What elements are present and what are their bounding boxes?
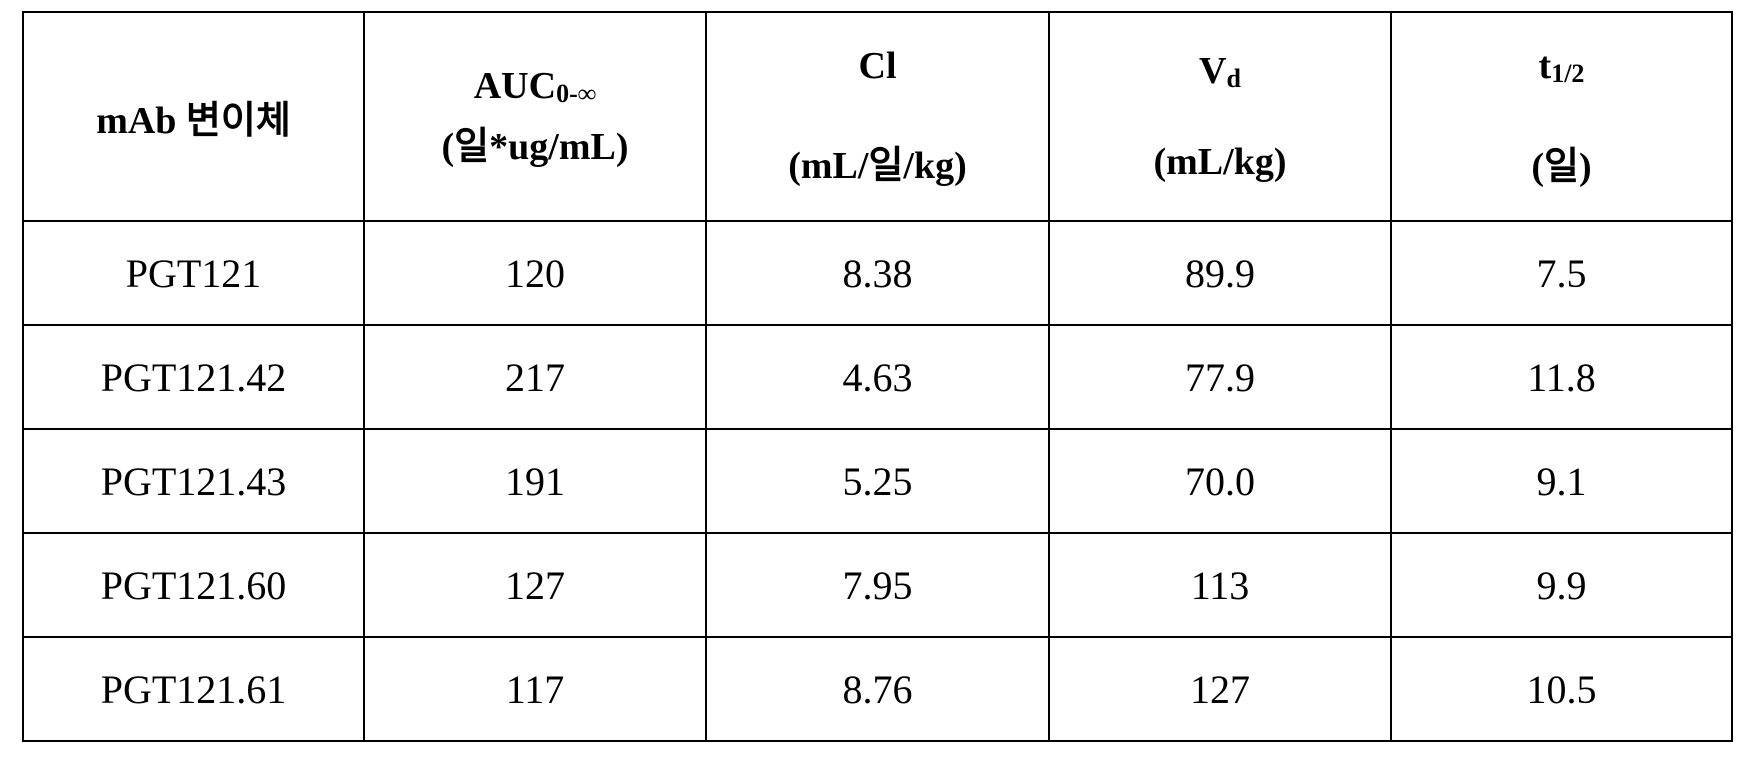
header-symbol: t — [1539, 45, 1552, 87]
value-cell: 9.1 — [1391, 429, 1732, 533]
variant-name: PGT121.60 — [23, 533, 364, 637]
table-row: PGT121.422174.6377.911.8 — [23, 325, 1732, 429]
header-unit: (mL/일/kg) — [707, 134, 1048, 189]
value-cell: 217 — [364, 325, 706, 429]
value-cell: 9.9 — [1391, 533, 1732, 637]
column-header: Vd (mL/kg) — [1049, 12, 1391, 221]
header-unit: (일) — [1392, 135, 1731, 190]
value-cell: 127 — [364, 533, 706, 637]
header-subscript: 1/2 — [1551, 59, 1584, 88]
table-row: PGT121.431915.2570.09.1 — [23, 429, 1732, 533]
value-cell: 7.5 — [1391, 221, 1732, 325]
variant-name: PGT121.43 — [23, 429, 364, 533]
column-header: Cl (mL/일/kg) — [706, 12, 1049, 221]
table-row: PGT121.601277.951139.9 — [23, 533, 1732, 637]
header-symbol: mAb 변이체 — [96, 100, 291, 142]
value-cell: 70.0 — [1049, 429, 1391, 533]
value-cell: 117 — [364, 637, 706, 741]
value-cell: 127 — [1049, 637, 1391, 741]
column-header: mAb 변이체 — [23, 12, 364, 221]
value-cell: 5.25 — [706, 429, 1049, 533]
value-cell: 77.9 — [1049, 325, 1391, 429]
header-unit: (mL/kg) — [1050, 140, 1390, 184]
header-main: Cl — [859, 45, 897, 87]
header-subscript: d — [1226, 64, 1240, 93]
variant-name: PGT121 — [23, 221, 364, 325]
header-subscript: 0-∞ — [556, 79, 596, 108]
header-symbol: V — [1199, 50, 1226, 92]
variant-name: PGT121.42 — [23, 325, 364, 429]
pk-table: mAb 변이체 AUC0-∞ (일*ug/mL) Cl (mL/일/kg) Vd (mL/k… — [22, 11, 1733, 742]
header-main: Vd — [1199, 50, 1241, 92]
table-body: PGT1211208.3889.97.5PGT121.422174.6377.9… — [23, 221, 1732, 741]
column-header: t1/2 (일) — [1391, 12, 1732, 221]
column-header: AUC0-∞ (일*ug/mL) — [364, 12, 706, 221]
value-cell: 89.9 — [1049, 221, 1391, 325]
header-symbol: Cl — [859, 45, 897, 87]
value-cell: 191 — [364, 429, 706, 533]
table-row: PGT1211208.3889.97.5 — [23, 221, 1732, 325]
value-cell: 7.95 — [706, 533, 1049, 637]
value-cell: 11.8 — [1391, 325, 1732, 429]
value-cell: 8.76 — [706, 637, 1049, 741]
value-cell: 10.5 — [1391, 637, 1732, 741]
variant-name: PGT121.61 — [23, 637, 364, 741]
value-cell: 113 — [1049, 533, 1391, 637]
header-symbol: AUC — [474, 65, 556, 107]
header-row: mAb 변이체 AUC0-∞ (일*ug/mL) Cl (mL/일/kg) Vd (mL/k… — [23, 12, 1732, 221]
value-cell: 8.38 — [706, 221, 1049, 325]
value-cell: 120 — [364, 221, 706, 325]
header-main: t1/2 — [1539, 45, 1585, 87]
header-main: mAb 변이체 — [96, 100, 291, 142]
header-main: AUC0-∞ — [474, 65, 597, 107]
value-cell: 4.63 — [706, 325, 1049, 429]
table-row: PGT121.611178.7612710.5 — [23, 637, 1732, 741]
header-unit: (일*ug/mL) — [365, 115, 705, 170]
